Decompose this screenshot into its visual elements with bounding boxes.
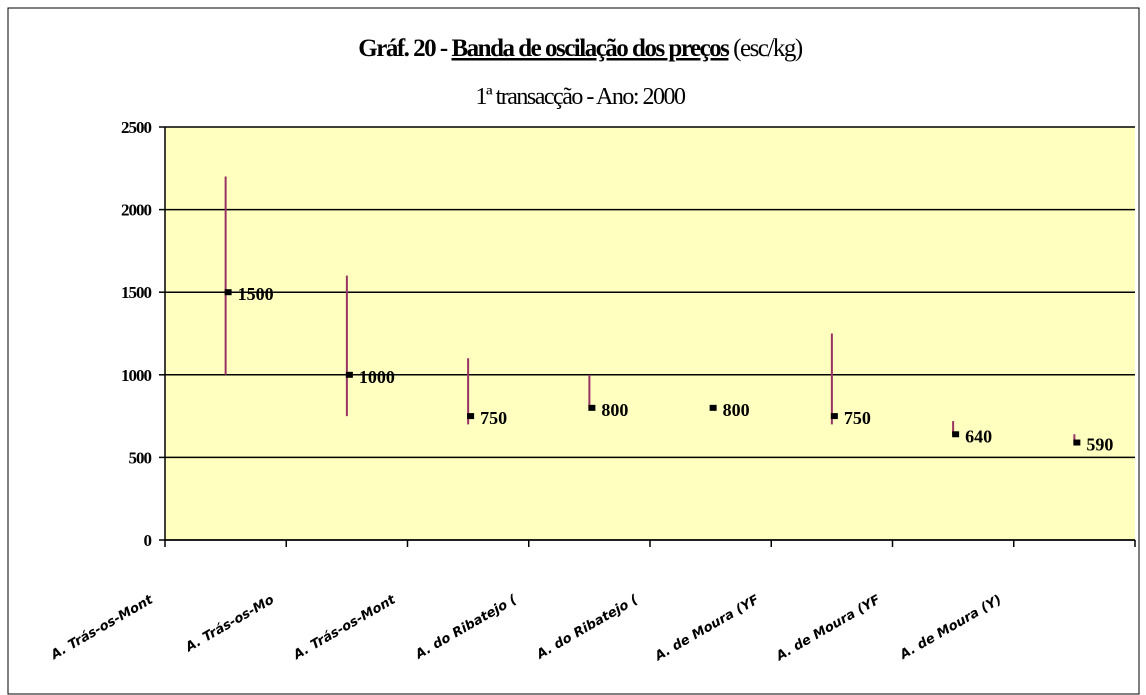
y-tick-label: 1000 [121, 366, 152, 385]
y-tick-label: 2500 [121, 118, 152, 137]
plot-area [165, 127, 1135, 540]
data-label: 640 [965, 426, 992, 446]
close-marker [709, 404, 717, 411]
close-marker [1073, 439, 1081, 446]
close-marker [830, 413, 838, 420]
close-marker [952, 431, 960, 438]
close-marker [345, 371, 353, 378]
close-marker [224, 289, 232, 296]
y-tick-label: 2000 [121, 201, 152, 220]
data-label: 800 [723, 400, 750, 420]
data-label: 800 [601, 400, 628, 420]
title-prefix: Gráf. 20 - [358, 35, 451, 62]
chart-subtitle: 1ª transacção - Ano: 2000 [475, 84, 686, 110]
chart-title: Gráf. 20 - Banda de oscilação dos preços… [358, 35, 803, 62]
data-label: 1500 [238, 284, 274, 304]
y-tick-label: 500 [129, 448, 152, 467]
data-label: 1000 [359, 367, 395, 387]
close-marker [467, 413, 475, 420]
title-main: Banda de oscilação dos preços [452, 35, 731, 62]
title-unit: (esc/kg) [728, 35, 802, 62]
y-tick-label: 0 [144, 531, 152, 550]
y-tick-label: 1500 [121, 283, 152, 302]
data-label: 750 [844, 408, 871, 428]
data-label: 750 [480, 408, 507, 428]
close-marker [588, 404, 596, 411]
data-label: 590 [1086, 435, 1113, 455]
